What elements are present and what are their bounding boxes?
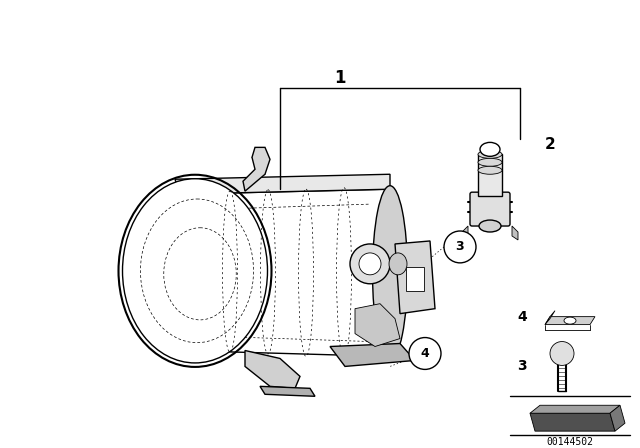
- Ellipse shape: [564, 317, 576, 324]
- Polygon shape: [243, 147, 270, 191]
- Polygon shape: [530, 413, 615, 431]
- Circle shape: [550, 341, 574, 366]
- Text: 00144502: 00144502: [547, 437, 593, 447]
- Text: 3: 3: [456, 241, 464, 254]
- Ellipse shape: [389, 253, 407, 275]
- Ellipse shape: [478, 166, 502, 174]
- Ellipse shape: [359, 253, 381, 275]
- Ellipse shape: [478, 158, 502, 166]
- Polygon shape: [530, 405, 620, 413]
- Polygon shape: [462, 226, 468, 240]
- Polygon shape: [330, 344, 415, 366]
- Ellipse shape: [372, 186, 408, 360]
- Ellipse shape: [478, 151, 502, 158]
- Text: 1: 1: [334, 69, 346, 86]
- Ellipse shape: [479, 220, 501, 232]
- Ellipse shape: [350, 244, 390, 284]
- Polygon shape: [175, 174, 390, 194]
- Ellipse shape: [122, 179, 268, 363]
- FancyBboxPatch shape: [470, 192, 510, 226]
- Text: 3: 3: [517, 359, 527, 374]
- Polygon shape: [395, 241, 435, 314]
- Polygon shape: [610, 405, 625, 431]
- Text: 4: 4: [517, 310, 527, 323]
- Bar: [406, 267, 424, 291]
- Polygon shape: [545, 317, 595, 325]
- Bar: [478, 154, 502, 196]
- Polygon shape: [355, 304, 400, 346]
- Text: 2: 2: [545, 137, 556, 152]
- Circle shape: [444, 231, 476, 263]
- Text: 4: 4: [420, 347, 429, 360]
- Polygon shape: [545, 310, 555, 325]
- Polygon shape: [245, 350, 300, 388]
- Polygon shape: [260, 386, 315, 396]
- Ellipse shape: [480, 142, 500, 156]
- Circle shape: [409, 337, 441, 370]
- Polygon shape: [512, 226, 518, 240]
